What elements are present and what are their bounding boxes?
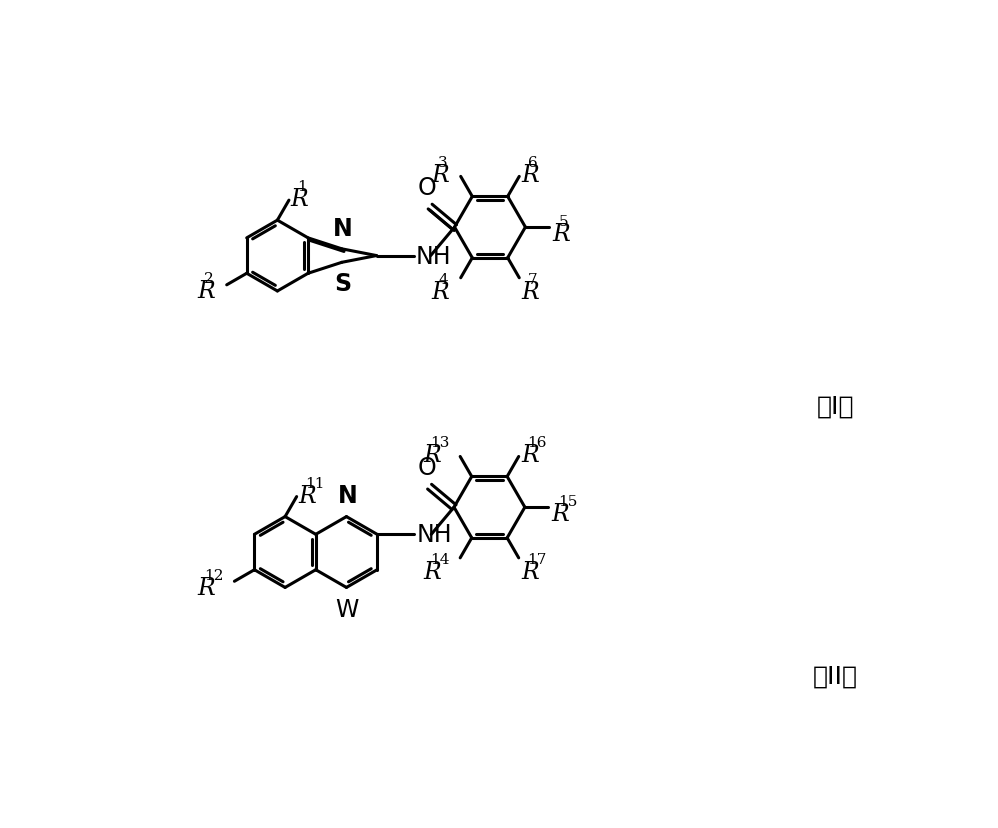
Text: 1: 1 (297, 180, 306, 194)
Text: R: R (298, 484, 316, 507)
Text: 7: 7 (528, 272, 538, 286)
Text: S: S (334, 272, 351, 296)
Text: 11: 11 (304, 476, 324, 490)
Text: R: R (521, 444, 539, 467)
Text: R: R (198, 576, 216, 599)
Text: R: R (522, 281, 539, 304)
Text: 16: 16 (528, 436, 547, 450)
Text: N: N (338, 484, 358, 508)
Text: R: R (290, 188, 308, 211)
Text: 2: 2 (204, 272, 214, 286)
Text: NH: NH (416, 244, 452, 268)
Text: 17: 17 (528, 552, 547, 566)
Text: R: R (552, 223, 570, 245)
Text: 13: 13 (430, 436, 449, 450)
Text: R: R (522, 164, 539, 187)
Text: NH: NH (416, 522, 452, 546)
Text: 5: 5 (559, 214, 569, 229)
Text: 14: 14 (430, 552, 449, 566)
Text: O: O (418, 176, 436, 200)
Text: 12: 12 (204, 568, 224, 582)
Text: 6: 6 (528, 156, 538, 170)
Text: R: R (431, 164, 449, 187)
Text: W: W (335, 597, 359, 621)
Text: （II）: （II） (813, 663, 858, 687)
Text: R: R (521, 561, 539, 584)
Text: R: R (552, 503, 570, 525)
Text: （I）: （I） (817, 394, 854, 418)
Text: 4: 4 (438, 272, 448, 286)
Text: R: R (423, 444, 441, 467)
Text: R: R (198, 280, 216, 303)
Text: 3: 3 (438, 156, 448, 170)
Text: 15: 15 (558, 494, 578, 508)
Text: N: N (332, 216, 352, 240)
Text: R: R (431, 281, 449, 304)
Text: O: O (417, 455, 436, 479)
Text: R: R (423, 561, 441, 584)
